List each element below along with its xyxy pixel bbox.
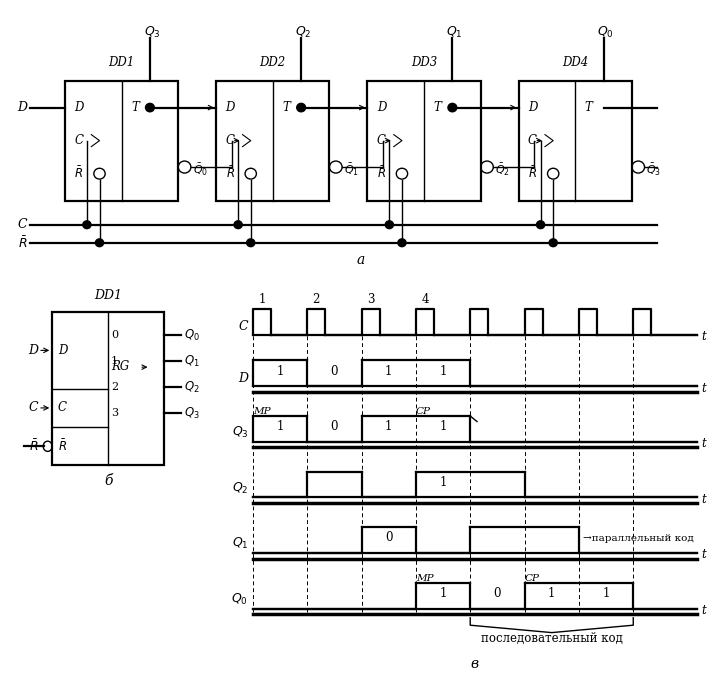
Circle shape bbox=[146, 104, 155, 112]
Text: $\bar{R}$: $\bar{R}$ bbox=[377, 166, 386, 181]
Text: 0: 0 bbox=[331, 420, 338, 433]
Text: 1: 1 bbox=[440, 365, 447, 378]
Bar bbox=[52, 312, 165, 465]
Text: $Q_1$: $Q_1$ bbox=[184, 353, 200, 369]
Text: DD4: DD4 bbox=[562, 55, 588, 68]
Text: MP: MP bbox=[416, 574, 433, 583]
Text: $Q_1$: $Q_1$ bbox=[232, 536, 248, 551]
Text: $\bar{Q}_2$: $\bar{Q}_2$ bbox=[495, 162, 510, 178]
Text: 4: 4 bbox=[421, 293, 429, 306]
Text: DD2: DD2 bbox=[260, 55, 286, 68]
Text: T: T bbox=[433, 101, 441, 114]
Text: $Q_2$: $Q_2$ bbox=[295, 25, 311, 40]
Text: C: C bbox=[17, 218, 27, 231]
Circle shape bbox=[95, 239, 103, 247]
Text: MP: MP bbox=[253, 407, 271, 416]
Text: C: C bbox=[28, 402, 38, 415]
Text: t: t bbox=[701, 330, 706, 343]
Text: $\bar{R}$: $\bar{R}$ bbox=[225, 166, 235, 181]
Text: а: а bbox=[357, 253, 365, 267]
Text: 2: 2 bbox=[313, 293, 320, 306]
Text: C: C bbox=[225, 134, 235, 147]
Text: $Q_3$: $Q_3$ bbox=[144, 25, 160, 40]
Text: C: C bbox=[239, 320, 248, 333]
Text: 3: 3 bbox=[367, 293, 374, 306]
Text: RG: RG bbox=[111, 360, 129, 373]
Text: 0: 0 bbox=[111, 330, 118, 340]
Text: 1: 1 bbox=[385, 365, 392, 378]
Text: t: t bbox=[701, 382, 706, 395]
Text: C: C bbox=[528, 134, 537, 147]
Text: D: D bbox=[17, 101, 27, 114]
Text: $\bar{R}$: $\bar{R}$ bbox=[29, 439, 38, 454]
Text: 1: 1 bbox=[277, 420, 284, 433]
Text: D: D bbox=[528, 101, 537, 114]
Text: 1: 1 bbox=[440, 587, 447, 600]
Circle shape bbox=[448, 104, 457, 112]
Text: 0: 0 bbox=[494, 587, 501, 600]
Text: D: D bbox=[225, 101, 235, 114]
Text: t: t bbox=[701, 493, 706, 506]
Text: →параллельный код: →параллельный код bbox=[583, 534, 694, 544]
Text: $\bar{R}$: $\bar{R}$ bbox=[58, 439, 67, 454]
Text: 3: 3 bbox=[111, 409, 118, 418]
Text: C: C bbox=[74, 134, 83, 147]
Text: 1: 1 bbox=[277, 365, 284, 378]
Text: $Q_0$: $Q_0$ bbox=[232, 591, 248, 607]
Text: 1: 1 bbox=[111, 356, 118, 366]
Circle shape bbox=[549, 239, 557, 247]
Text: $\bar{R}$: $\bar{R}$ bbox=[528, 166, 537, 181]
Text: $\bar{R}$: $\bar{R}$ bbox=[17, 235, 27, 250]
Text: D: D bbox=[74, 101, 84, 114]
Text: последовательный код: последовательный код bbox=[481, 632, 622, 645]
Circle shape bbox=[234, 221, 242, 228]
Text: $\bar{Q}_1$: $\bar{Q}_1$ bbox=[344, 162, 359, 178]
Text: DD3: DD3 bbox=[411, 55, 437, 68]
Text: $\bar{R}$: $\bar{R}$ bbox=[74, 166, 83, 181]
Circle shape bbox=[83, 221, 91, 228]
Text: $Q_3$: $Q_3$ bbox=[232, 425, 248, 440]
Text: 0: 0 bbox=[385, 531, 393, 544]
Text: T: T bbox=[131, 101, 139, 114]
Circle shape bbox=[247, 239, 255, 247]
Text: CP: CP bbox=[525, 574, 539, 583]
Text: в: в bbox=[471, 657, 479, 671]
Text: $\bar{Q}_3$: $\bar{Q}_3$ bbox=[646, 162, 661, 178]
Text: $Q_0$: $Q_0$ bbox=[597, 25, 614, 40]
Text: t: t bbox=[701, 604, 706, 617]
Text: t: t bbox=[701, 548, 706, 561]
Text: $Q_2$: $Q_2$ bbox=[184, 380, 200, 395]
Text: $Q_3$: $Q_3$ bbox=[184, 406, 200, 421]
Text: 0: 0 bbox=[331, 365, 338, 378]
Text: CP: CP bbox=[416, 407, 431, 416]
Text: D: D bbox=[238, 372, 248, 385]
Text: $Q_1$: $Q_1$ bbox=[446, 25, 463, 40]
Text: T: T bbox=[282, 101, 290, 114]
Circle shape bbox=[297, 104, 305, 112]
Text: C: C bbox=[58, 402, 66, 415]
Circle shape bbox=[386, 221, 393, 228]
Text: D: D bbox=[58, 344, 67, 357]
Text: $Q_2$: $Q_2$ bbox=[232, 481, 248, 496]
Text: 1: 1 bbox=[440, 476, 447, 489]
Text: б: б bbox=[104, 473, 113, 488]
Text: D: D bbox=[377, 101, 386, 114]
Text: $Q_0$: $Q_0$ bbox=[184, 327, 200, 342]
Text: 1: 1 bbox=[440, 420, 447, 433]
Text: 1: 1 bbox=[258, 293, 266, 306]
Text: DD1: DD1 bbox=[108, 55, 135, 68]
Circle shape bbox=[398, 239, 406, 247]
Circle shape bbox=[536, 221, 544, 228]
Text: 1: 1 bbox=[385, 420, 392, 433]
Text: T: T bbox=[585, 101, 593, 114]
Text: t: t bbox=[701, 437, 706, 450]
Text: 1: 1 bbox=[602, 587, 610, 600]
Text: 2: 2 bbox=[111, 382, 118, 392]
Text: D: D bbox=[28, 344, 38, 357]
Text: DD1: DD1 bbox=[95, 289, 122, 302]
Text: $\bar{Q}_0$: $\bar{Q}_0$ bbox=[193, 162, 208, 178]
Text: 1: 1 bbox=[548, 587, 555, 600]
Text: C: C bbox=[377, 134, 386, 147]
